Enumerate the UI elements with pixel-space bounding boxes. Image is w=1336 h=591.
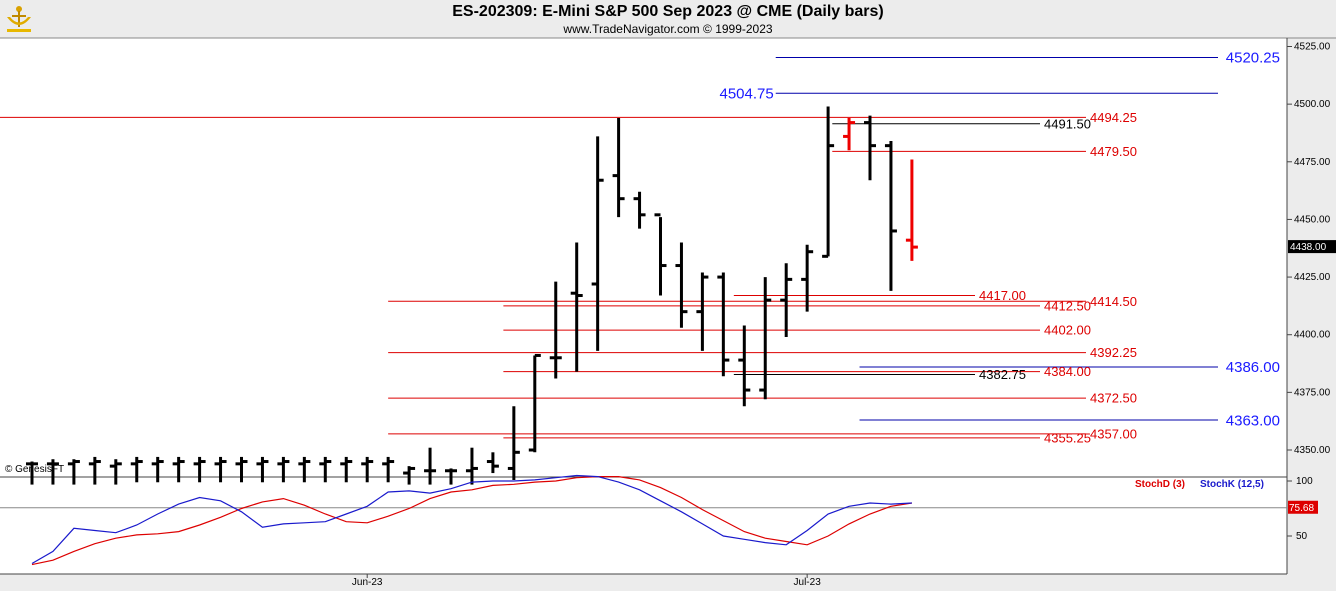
- ohlc-bar: [26, 461, 38, 485]
- ohlc-bar: [88, 456, 101, 485]
- ohlc-bar: [884, 141, 897, 291]
- ohlc-bar: [864, 115, 876, 181]
- ohlc-bar: [528, 353, 541, 453]
- time-tick-label: Jul-23: [794, 577, 822, 588]
- trade-navigator-logo-icon: [7, 6, 31, 32]
- stoch-tick-label: 100: [1296, 476, 1313, 487]
- level-label-4491-50: 4491.50: [1044, 116, 1091, 131]
- ohlc-bar: [109, 459, 122, 485]
- ohlc-bar: [780, 263, 793, 338]
- ohlc-bar: [675, 242, 688, 328]
- price-tick-label: 4500.00: [1294, 99, 1331, 110]
- price-axis-panel: [1287, 38, 1336, 591]
- ohlc-bar: [801, 244, 814, 312]
- ohlc-bar: [46, 459, 59, 485]
- level-label-4417-00: 4417.00: [979, 288, 1026, 303]
- stoch-last-value-box: [1288, 500, 1318, 514]
- ohlc-bar: [633, 191, 646, 229]
- ohlc-bar: [67, 459, 80, 485]
- level-label-4414-50: 4414.50: [1090, 294, 1137, 309]
- ohlc-bar: [340, 456, 353, 483]
- legend-stochd: StochD (3): [1135, 479, 1185, 490]
- ohlc-bar: [277, 456, 290, 483]
- level-label-4372-50: 4372.50: [1090, 391, 1137, 406]
- stoch-tick-label: 50: [1296, 531, 1308, 542]
- ohlc-bar: [151, 456, 164, 483]
- ohlc-bar: [256, 456, 269, 483]
- last-price-label: 4438.00: [1290, 242, 1327, 253]
- chart-subtitle: www.TradeNavigator.com © 1999-2023: [563, 22, 773, 36]
- price-tick-label: 4425.00: [1294, 272, 1331, 283]
- level-label-4402-00: 4402.00: [1044, 323, 1091, 338]
- data-provider-watermark: © GenesisFT: [5, 464, 64, 475]
- ohlc-bar: [193, 456, 206, 483]
- price-tick-label: 4350.00: [1294, 445, 1331, 456]
- ohlc-bar: [591, 136, 604, 351]
- chart-title: ES-202309: E-Mini S&P 500 Sep 2023 @ CME…: [452, 3, 884, 20]
- price-tick-label: 4400.00: [1294, 330, 1331, 341]
- last-price-box: [1288, 240, 1336, 254]
- level-label-4384-00: 4384.00: [1044, 364, 1091, 379]
- level-label-4363-00: 4363.00: [1226, 412, 1280, 429]
- stoch-last-value-label: 75.68: [1289, 503, 1314, 514]
- ohlc-bar: [696, 272, 709, 351]
- level-label-4382-75: 4382.75: [979, 367, 1026, 382]
- ohlc-bar: [549, 281, 562, 379]
- ohlc-bar: [486, 452, 499, 474]
- level-label-4494-25: 4494.25: [1090, 110, 1137, 125]
- time-axis-panel: [0, 574, 1287, 591]
- ohlc-bar: [424, 447, 437, 485]
- ohlc-bar: [759, 277, 772, 400]
- ohlc-bar: [570, 242, 583, 372]
- level-label-4386-00: 4386.00: [1226, 359, 1280, 376]
- ohlc-bar: [361, 456, 374, 483]
- level-label-4392-25: 4392.25: [1090, 345, 1137, 360]
- price-tick-label: 4475.00: [1294, 157, 1331, 168]
- ohlc-bar: [717, 272, 730, 377]
- ohlc-bar: [403, 466, 416, 485]
- ohlc-bar: [298, 456, 311, 483]
- ohlc-bar: [214, 456, 227, 483]
- level-label-4357-00: 4357.00: [1090, 426, 1137, 441]
- level-label-4520-25: 4520.25: [1226, 50, 1280, 67]
- level-label-4412-50: 4412.50: [1044, 298, 1091, 313]
- ohlc-bar: [465, 447, 478, 485]
- ohlc-bar: [130, 456, 143, 483]
- ohlc-bar: [654, 213, 667, 296]
- ohlc-bar: [382, 456, 395, 483]
- level-label-4355-25: 4355.25: [1044, 430, 1091, 445]
- ohlc-bar: [905, 159, 918, 261]
- ohlc-bar: [445, 468, 457, 485]
- ohlc-bar: [843, 117, 856, 151]
- level-label-4479-50: 4479.50: [1090, 144, 1137, 159]
- ohlc-bar: [172, 456, 185, 483]
- stoch-series-line: [31, 476, 912, 566]
- chart-header: ES-202309: E-Mini S&P 500 Sep 2023 @ CME…: [0, 0, 1336, 38]
- price-tick-label: 4450.00: [1294, 214, 1331, 225]
- ohlc-bar: [319, 456, 332, 483]
- time-tick-label: Jun-23: [352, 577, 383, 588]
- ohlc-bar: [612, 117, 625, 218]
- legend-stochk: StochK (12,5): [1200, 479, 1264, 490]
- price-tick-label: 4375.00: [1294, 387, 1331, 398]
- ohlc-bar: [822, 106, 835, 258]
- stoch-series-line: [31, 474, 912, 565]
- price-tick-label: 4525.00: [1294, 42, 1331, 53]
- ohlc-bar: [738, 325, 751, 407]
- level-label-4504-75: 4504.75: [719, 85, 773, 102]
- ohlc-bar: [235, 456, 248, 483]
- ohlc-bar: [507, 406, 520, 480]
